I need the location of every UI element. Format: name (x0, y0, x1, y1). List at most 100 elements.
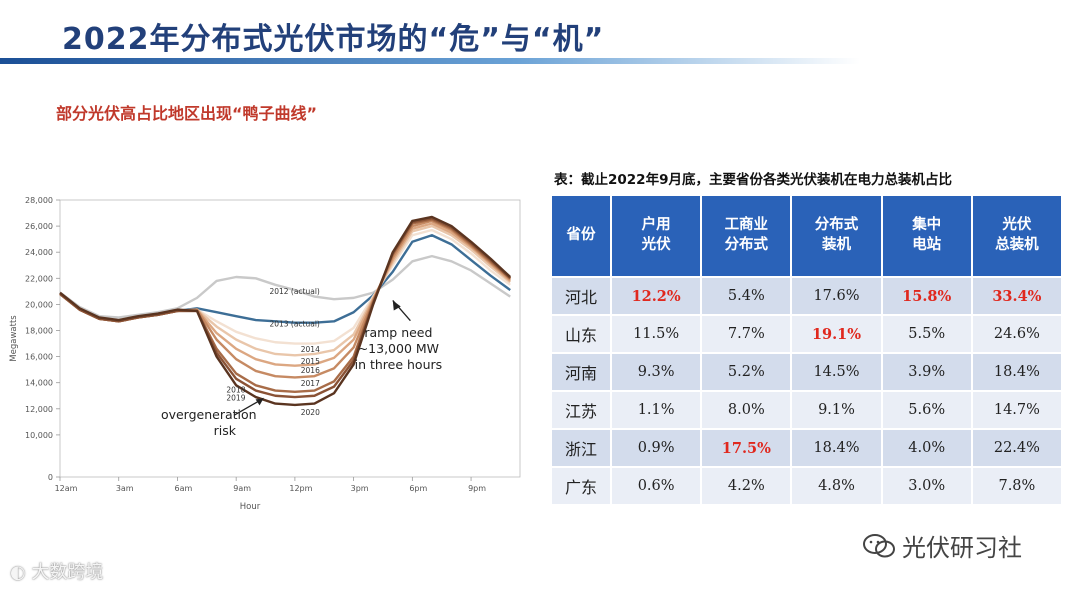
x-tick-label: 9pm (468, 484, 486, 493)
value-cell: 33.4% (970, 276, 1064, 316)
overgen-arrowhead (255, 398, 264, 406)
series-line-8 (59, 215, 512, 407)
table-header-1: 户用 光伏 (610, 194, 703, 278)
title-underline (0, 58, 860, 64)
value-cell: 14.7% (970, 390, 1064, 430)
value-cell: 5.4% (700, 276, 793, 316)
province-cell: 河北 (549, 276, 613, 316)
ramp-annotation-line: in three hours (355, 357, 443, 372)
series-label-1: 2013 (actual) (269, 320, 319, 329)
x-tick-label: 3pm (351, 484, 369, 493)
y-tick-label: 10,000 (25, 431, 53, 440)
x-tick-label: 12pm (289, 484, 312, 493)
y-tick-label: 14,000 (25, 379, 53, 388)
watermark-left-text: 大数跨境 (31, 562, 104, 583)
value-cell: 4.2% (700, 466, 793, 506)
y-tick-label: 16,000 (25, 353, 53, 362)
watermark-right: 光伏研习社 (862, 528, 1022, 563)
watermark-left: ◐ 大数跨境 (10, 562, 104, 583)
table-header-4: 集中 电站 (880, 194, 973, 278)
value-cell: 3.9% (880, 352, 973, 392)
series-label-5: 2017 (301, 379, 320, 388)
series-label-4: 2016 (301, 366, 320, 375)
value-cell: 18.4% (790, 428, 883, 468)
series-line-0 (59, 254, 511, 319)
value-cell: 11.5% (610, 314, 703, 354)
value-cell: 17.6% (790, 276, 883, 316)
province-cell: 广东 (549, 466, 613, 506)
table-header-row: 省份 户用 光伏 工商业 分布式 分布式 装机 集中 电站 光伏 总装机 (549, 194, 1064, 278)
y-tick-label: 26,000 (25, 222, 53, 231)
y-tick-label: 12,000 (25, 405, 53, 414)
overgen-annotation-line: risk (214, 423, 237, 438)
y-tick-label: 20,000 (25, 300, 53, 309)
value-cell: 14.5% (790, 352, 883, 392)
table-header-5: 光伏 总装机 (970, 194, 1064, 278)
value-cell: 9.1% (790, 390, 883, 430)
table-header-3: 分布式 装机 (790, 194, 883, 278)
value-cell: 5.6% (880, 390, 973, 430)
table-row: 河南 9.3% 5.2% 14.5% 3.9% 18.4% (549, 352, 1064, 392)
ramp-annotation-line: ramp need (364, 325, 432, 340)
duck-curve-chart: 0 10,000 12,000 14,000 16,000 18,000 20,000 22,… (0, 185, 530, 515)
y-tick-label: 28,000 (25, 196, 53, 205)
x-tick-label: 12am (55, 484, 78, 493)
plot-frame (59, 199, 521, 478)
table-row: 浙江 0.9% 17.5% 18.4% 4.0% 22.4% (549, 428, 1064, 468)
value-cell: 24.6% (970, 314, 1064, 354)
series-label-6: 2018 (226, 386, 245, 395)
table-row: 山东 11.5% 7.7% 19.1% 5.5% 24.6% (549, 314, 1064, 354)
series-line-1 (59, 234, 511, 324)
series-label-0: 2012 (actual) (269, 287, 319, 296)
value-cell: 7.7% (700, 314, 793, 354)
x-tick-label: 6am (175, 484, 193, 493)
x-tick-label: 6pm (409, 484, 427, 493)
overgen-annotation-line: overgeneration (161, 407, 257, 422)
y-axis-label: Megawatts (9, 315, 19, 362)
table-row: 广东 0.6% 4.2% 4.8% 3.0% 7.8% (549, 466, 1064, 506)
y-tick-label: 22,000 (25, 274, 53, 283)
watermark-right-text: 光伏研习社 (902, 534, 1022, 562)
pv-share-table: 省份 户用 光伏 工商业 分布式 分布式 装机 集中 电站 光伏 总装机 河北 12.2% 5.4% 17… (549, 194, 1064, 506)
value-cell: 22.4% (970, 428, 1064, 468)
value-cell: 18.4% (970, 352, 1064, 392)
province-cell: 江苏 (549, 390, 613, 430)
value-cell: 8.0% (700, 390, 793, 430)
value-cell: 15.8% (880, 276, 973, 316)
value-cell: 0.6% (610, 466, 703, 506)
value-cell: 0.9% (610, 428, 703, 468)
table-row: 河北 12.2% 5.4% 17.6% 15.8% 33.4% (549, 276, 1064, 316)
value-cell: 4.0% (880, 428, 973, 468)
value-cell: 7.8% (970, 466, 1064, 506)
value-cell: 1.1% (610, 390, 703, 430)
x-tick-label: 3am (116, 484, 134, 493)
value-cell: 4.8% (790, 466, 883, 506)
series-label-8: 2020 (301, 408, 320, 417)
value-cell: 17.5% (700, 428, 793, 468)
series-label-7: 2019 (226, 394, 245, 403)
y-tick-label: 24,000 (25, 248, 53, 257)
table-caption: 表：截止2022年9月底，主要省份各类光伏装机在电力总装机占比 (554, 172, 952, 188)
y-tick-label: 0 (48, 473, 53, 482)
series-label-2: 2014 (301, 345, 320, 354)
value-cell: 19.1% (790, 314, 883, 354)
x-axis-label: Hour (240, 502, 261, 512)
province-cell: 山东 (549, 314, 613, 354)
duck-curve-svg: 0 10,000 12,000 14,000 16,000 18,000 20,000 22,… (9, 196, 521, 512)
province-cell: 河南 (549, 352, 613, 392)
ramp-annotation-line: ~13,000 MW (358, 341, 439, 356)
value-cell: 9.3% (610, 352, 703, 392)
x-tick-label: 9am (233, 484, 251, 493)
page-subtitle: 部分光伏高占比地区出现“鸭子曲线” (56, 104, 318, 123)
province-cell: 浙江 (549, 428, 613, 468)
value-cell: 12.2% (610, 276, 703, 316)
y-tick-label: 18,000 (25, 327, 53, 336)
value-cell: 3.0% (880, 466, 973, 506)
table-row: 江苏 1.1% 8.0% 9.1% 5.6% 14.7% (549, 390, 1064, 430)
table-header-2: 工商业 分布式 (700, 194, 793, 278)
wechat-icon (863, 533, 895, 557)
value-cell: 5.5% (880, 314, 973, 354)
ramp-arrowhead (392, 300, 401, 311)
series-label-3: 2015 (301, 357, 320, 366)
value-cell: 5.2% (700, 352, 793, 392)
